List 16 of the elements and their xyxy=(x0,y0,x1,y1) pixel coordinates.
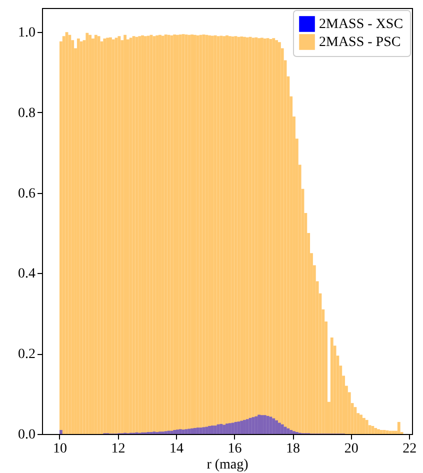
x-tick-label: 20 xyxy=(344,442,358,456)
x-axis-title: r (mag) xyxy=(206,458,249,472)
x-tick-label: 22 xyxy=(402,442,417,456)
x-tick-label: 12 xyxy=(111,442,126,456)
x-tick-label: 14 xyxy=(170,442,184,456)
x-tick-label: 16 xyxy=(228,442,242,456)
y-tick-label: 0.0 xyxy=(18,428,36,442)
y-tick-label: 0.4 xyxy=(18,266,36,282)
legend-label: 2MASS - PSC xyxy=(319,35,401,50)
legend-label: 2MASS - XSC xyxy=(319,17,404,32)
y-tick-label: 0.8 xyxy=(18,106,36,121)
x-tick-label: 18 xyxy=(286,442,300,456)
x-tick-label: 10 xyxy=(52,442,67,456)
y-tick-label: 0.6 xyxy=(18,186,36,202)
y-tick-label: 1.0 xyxy=(18,26,36,41)
y-tick-label: 0.2 xyxy=(18,347,36,362)
